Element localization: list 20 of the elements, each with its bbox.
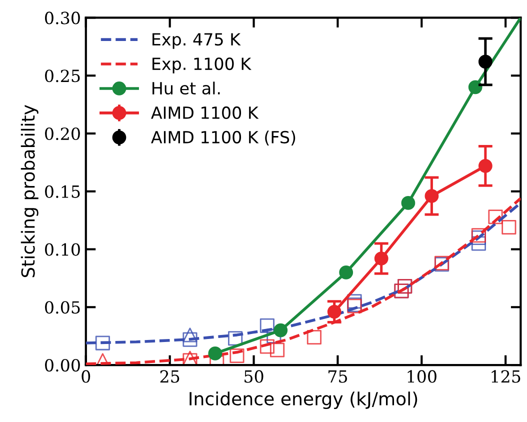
legend-label: AIMD 1100 K (FS) (151, 130, 296, 146)
y-tick-label: 0.15 (45, 185, 80, 198)
y-tick-label: 0.00 (45, 358, 80, 372)
x-axis-title: Incidence energy (kJ/mol) (190, 392, 418, 410)
x-tick-label: 0 (82, 370, 90, 383)
x-tick-label: 25 (160, 370, 180, 383)
y-axis-title: Sticking probability (20, 104, 38, 278)
legend-label: Exp. 475 K (152, 33, 241, 49)
y-tick-label: 0.25 (45, 70, 80, 82)
y-tick-label: 0.05 (45, 301, 80, 314)
y-tick-label: 0.30 (45, 12, 80, 24)
x-tick-label: 100 (408, 370, 436, 383)
legend-label: Exp. 1100 K (152, 57, 252, 74)
y-tick-label: 0.10 (45, 243, 80, 256)
x-tick-label: 125 (492, 370, 520, 383)
legend-label: AIMD 1100 K (151, 106, 259, 120)
x-tick-label: 75 (328, 370, 348, 383)
y-tick-label: 0.20 (45, 127, 80, 140)
legend-label: Hu et al. (152, 82, 220, 95)
x-tick-label: 50 (244, 370, 264, 383)
